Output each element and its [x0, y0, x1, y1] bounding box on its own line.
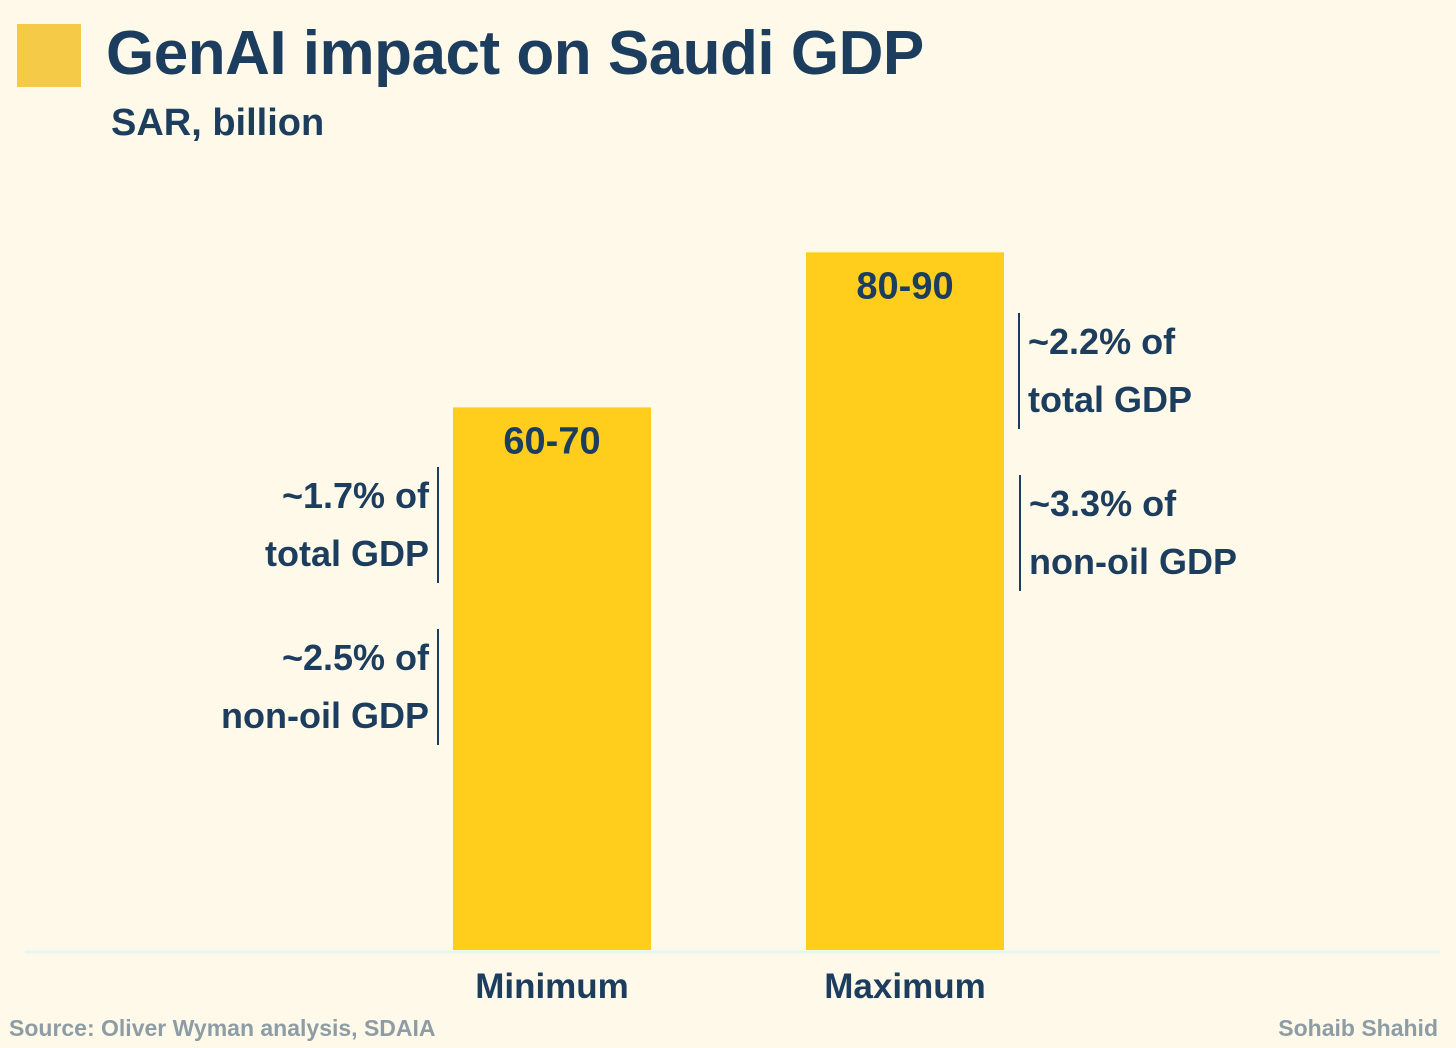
legend-swatch [17, 24, 81, 87]
annotation-min-nonoil: ~2.5% of non-oil GDP [221, 629, 439, 745]
annotation-max-total: ~2.2% of total GDP [1018, 313, 1192, 429]
x-tick-label: Maximum [824, 967, 985, 1006]
annotation-max-nonoil: ~3.3% of non-oil GDP [1019, 475, 1237, 591]
chart-title: GenAI impact on Saudi GDP [106, 19, 924, 88]
data-label: 60-70 [503, 420, 600, 462]
chart-subtitle: SAR, billion [111, 102, 325, 144]
author-credit: Sohaib Shahid [1278, 1015, 1438, 1041]
source-note: Source: Oliver Wyman analysis, SDAIA [9, 1015, 436, 1041]
annotation-line: ~3.3% of [1029, 483, 1177, 524]
bar-maximum [806, 252, 1004, 951]
annotation-min-total: ~1.7% of total GDP [265, 467, 439, 583]
annotation-line: non-oil GDP [1029, 541, 1237, 582]
bar-minimum [453, 407, 651, 950]
annotation-line: ~1.7% of [281, 475, 429, 516]
annotation-line: ~2.2% of [1028, 321, 1176, 362]
annotation-line: total GDP [1028, 379, 1193, 420]
annotation-line: ~2.5% of [281, 637, 429, 678]
annotation-line: total GDP [264, 533, 429, 574]
annotation-line: non-oil GDP [221, 695, 429, 736]
x-tick-label: Minimum [475, 967, 629, 1006]
data-label: 80-90 [856, 265, 953, 307]
